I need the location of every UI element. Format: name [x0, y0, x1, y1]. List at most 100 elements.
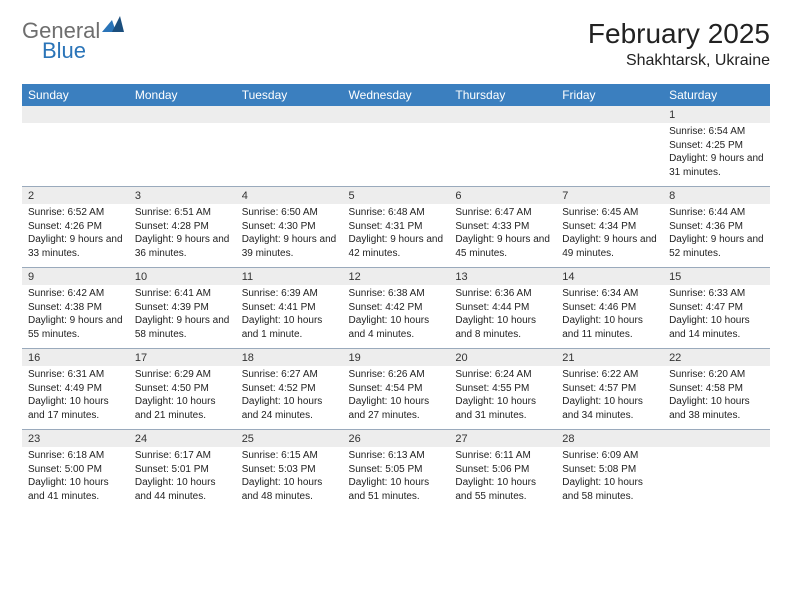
day-details: Sunrise: 6:29 AMSunset: 4:50 PMDaylight:… — [129, 366, 236, 429]
day-number: 16 — [22, 349, 129, 366]
day-number: 6 — [449, 187, 556, 204]
dow-saturday: Saturday — [663, 84, 770, 106]
week-4-numbers: 232425262728 — [22, 430, 770, 448]
day-number: 10 — [129, 268, 236, 285]
empty-cell — [236, 106, 343, 123]
day-number: 24 — [129, 430, 236, 447]
dow-sunday: Sunday — [22, 84, 129, 106]
day-19-number-cell: 19 — [343, 349, 450, 367]
day-17-number-cell: 17 — [129, 349, 236, 367]
day-details: Sunrise: 6:41 AMSunset: 4:39 PMDaylight:… — [129, 285, 236, 348]
day-details: Sunrise: 6:50 AMSunset: 4:30 PMDaylight:… — [236, 204, 343, 267]
logo-mark-icon — [102, 14, 124, 32]
days-of-week-row: SundayMondayTuesdayWednesdayThursdayFrid… — [22, 84, 770, 106]
day-7-details-cell: Sunrise: 6:45 AMSunset: 4:34 PMDaylight:… — [556, 204, 663, 268]
day-details: Sunrise: 6:13 AMSunset: 5:05 PMDaylight:… — [343, 447, 450, 510]
day-18-number-cell: 18 — [236, 349, 343, 367]
day-16-details-cell: Sunrise: 6:31 AMSunset: 4:49 PMDaylight:… — [22, 366, 129, 430]
day-number: 21 — [556, 349, 663, 366]
day-number: 12 — [343, 268, 450, 285]
empty-cell — [22, 106, 129, 123]
header: General Blue February 2025 Shakhtarsk, U… — [22, 18, 770, 70]
day-details: Sunrise: 6:22 AMSunset: 4:57 PMDaylight:… — [556, 366, 663, 429]
empty — [129, 106, 236, 123]
day-20-details-cell: Sunrise: 6:24 AMSunset: 4:55 PMDaylight:… — [449, 366, 556, 430]
day-details: Sunrise: 6:17 AMSunset: 5:01 PMDaylight:… — [129, 447, 236, 510]
day-10-details-cell: Sunrise: 6:41 AMSunset: 4:39 PMDaylight:… — [129, 285, 236, 349]
day-3-number-cell: 3 — [129, 187, 236, 205]
empty-cell — [343, 123, 450, 187]
day-number: 14 — [556, 268, 663, 285]
day-details: Sunrise: 6:44 AMSunset: 4:36 PMDaylight:… — [663, 204, 770, 267]
day-details: Sunrise: 6:54 AMSunset: 4:25 PMDaylight:… — [663, 123, 770, 186]
day-number: 11 — [236, 268, 343, 285]
day-15-details-cell: Sunrise: 6:33 AMSunset: 4:47 PMDaylight:… — [663, 285, 770, 349]
day-details: Sunrise: 6:34 AMSunset: 4:46 PMDaylight:… — [556, 285, 663, 348]
week-1-details: Sunrise: 6:52 AMSunset: 4:26 PMDaylight:… — [22, 204, 770, 268]
day-6-details-cell: Sunrise: 6:47 AMSunset: 4:33 PMDaylight:… — [449, 204, 556, 268]
day-19-details-cell: Sunrise: 6:26 AMSunset: 4:54 PMDaylight:… — [343, 366, 450, 430]
day-12-number-cell: 12 — [343, 268, 450, 286]
empty — [236, 106, 343, 123]
day-number: 1 — [663, 106, 770, 123]
day-details: Sunrise: 6:09 AMSunset: 5:08 PMDaylight:… — [556, 447, 663, 510]
day-11-details-cell: Sunrise: 6:39 AMSunset: 4:41 PMDaylight:… — [236, 285, 343, 349]
day-details: Sunrise: 6:20 AMSunset: 4:58 PMDaylight:… — [663, 366, 770, 429]
day-number: 9 — [22, 268, 129, 285]
empty — [343, 123, 450, 177]
day-20-number-cell: 20 — [449, 349, 556, 367]
day-number: 23 — [22, 430, 129, 447]
day-5-number-cell: 5 — [343, 187, 450, 205]
day-details: Sunrise: 6:11 AMSunset: 5:06 PMDaylight:… — [449, 447, 556, 510]
logo: General Blue — [22, 18, 124, 70]
day-details: Sunrise: 6:45 AMSunset: 4:34 PMDaylight:… — [556, 204, 663, 267]
day-25-number-cell: 25 — [236, 430, 343, 448]
dow-tuesday: Tuesday — [236, 84, 343, 106]
day-3-details-cell: Sunrise: 6:51 AMSunset: 4:28 PMDaylight:… — [129, 204, 236, 268]
day-14-number-cell: 14 — [556, 268, 663, 286]
day-23-number-cell: 23 — [22, 430, 129, 448]
dow-friday: Friday — [556, 84, 663, 106]
day-15-number-cell: 15 — [663, 268, 770, 286]
day-9-number-cell: 9 — [22, 268, 129, 286]
day-8-details-cell: Sunrise: 6:44 AMSunset: 4:36 PMDaylight:… — [663, 204, 770, 268]
day-26-number-cell: 26 — [343, 430, 450, 448]
dow-wednesday: Wednesday — [343, 84, 450, 106]
day-number: 26 — [343, 430, 450, 447]
empty-cell — [556, 106, 663, 123]
week-0-details: Sunrise: 6:54 AMSunset: 4:25 PMDaylight:… — [22, 123, 770, 187]
day-details: Sunrise: 6:39 AMSunset: 4:41 PMDaylight:… — [236, 285, 343, 348]
empty-cell — [343, 106, 450, 123]
day-24-number-cell: 24 — [129, 430, 236, 448]
empty-cell — [663, 430, 770, 448]
day-details: Sunrise: 6:38 AMSunset: 4:42 PMDaylight:… — [343, 285, 450, 348]
day-details: Sunrise: 6:18 AMSunset: 5:00 PMDaylight:… — [22, 447, 129, 510]
day-details: Sunrise: 6:33 AMSunset: 4:47 PMDaylight:… — [663, 285, 770, 348]
empty-cell — [663, 447, 770, 510]
day-details: Sunrise: 6:42 AMSunset: 4:38 PMDaylight:… — [22, 285, 129, 348]
day-27-details-cell: Sunrise: 6:11 AMSunset: 5:06 PMDaylight:… — [449, 447, 556, 510]
day-details: Sunrise: 6:47 AMSunset: 4:33 PMDaylight:… — [449, 204, 556, 267]
day-number: 17 — [129, 349, 236, 366]
day-details: Sunrise: 6:52 AMSunset: 4:26 PMDaylight:… — [22, 204, 129, 267]
empty — [236, 123, 343, 177]
day-number: 25 — [236, 430, 343, 447]
empty-cell — [449, 106, 556, 123]
empty — [129, 123, 236, 177]
logo-text: General Blue — [22, 18, 124, 70]
week-4-details: Sunrise: 6:18 AMSunset: 5:00 PMDaylight:… — [22, 447, 770, 510]
day-7-number-cell: 7 — [556, 187, 663, 205]
day-21-details-cell: Sunrise: 6:22 AMSunset: 4:57 PMDaylight:… — [556, 366, 663, 430]
day-number: 28 — [556, 430, 663, 447]
empty-cell — [129, 123, 236, 187]
day-26-details-cell: Sunrise: 6:13 AMSunset: 5:05 PMDaylight:… — [343, 447, 450, 510]
empty — [343, 106, 450, 123]
day-11-number-cell: 11 — [236, 268, 343, 286]
day-number: 8 — [663, 187, 770, 204]
day-details: Sunrise: 6:26 AMSunset: 4:54 PMDaylight:… — [343, 366, 450, 429]
day-17-details-cell: Sunrise: 6:29 AMSunset: 4:50 PMDaylight:… — [129, 366, 236, 430]
day-27-number-cell: 27 — [449, 430, 556, 448]
day-13-number-cell: 13 — [449, 268, 556, 286]
week-3-details: Sunrise: 6:31 AMSunset: 4:49 PMDaylight:… — [22, 366, 770, 430]
day-21-number-cell: 21 — [556, 349, 663, 367]
